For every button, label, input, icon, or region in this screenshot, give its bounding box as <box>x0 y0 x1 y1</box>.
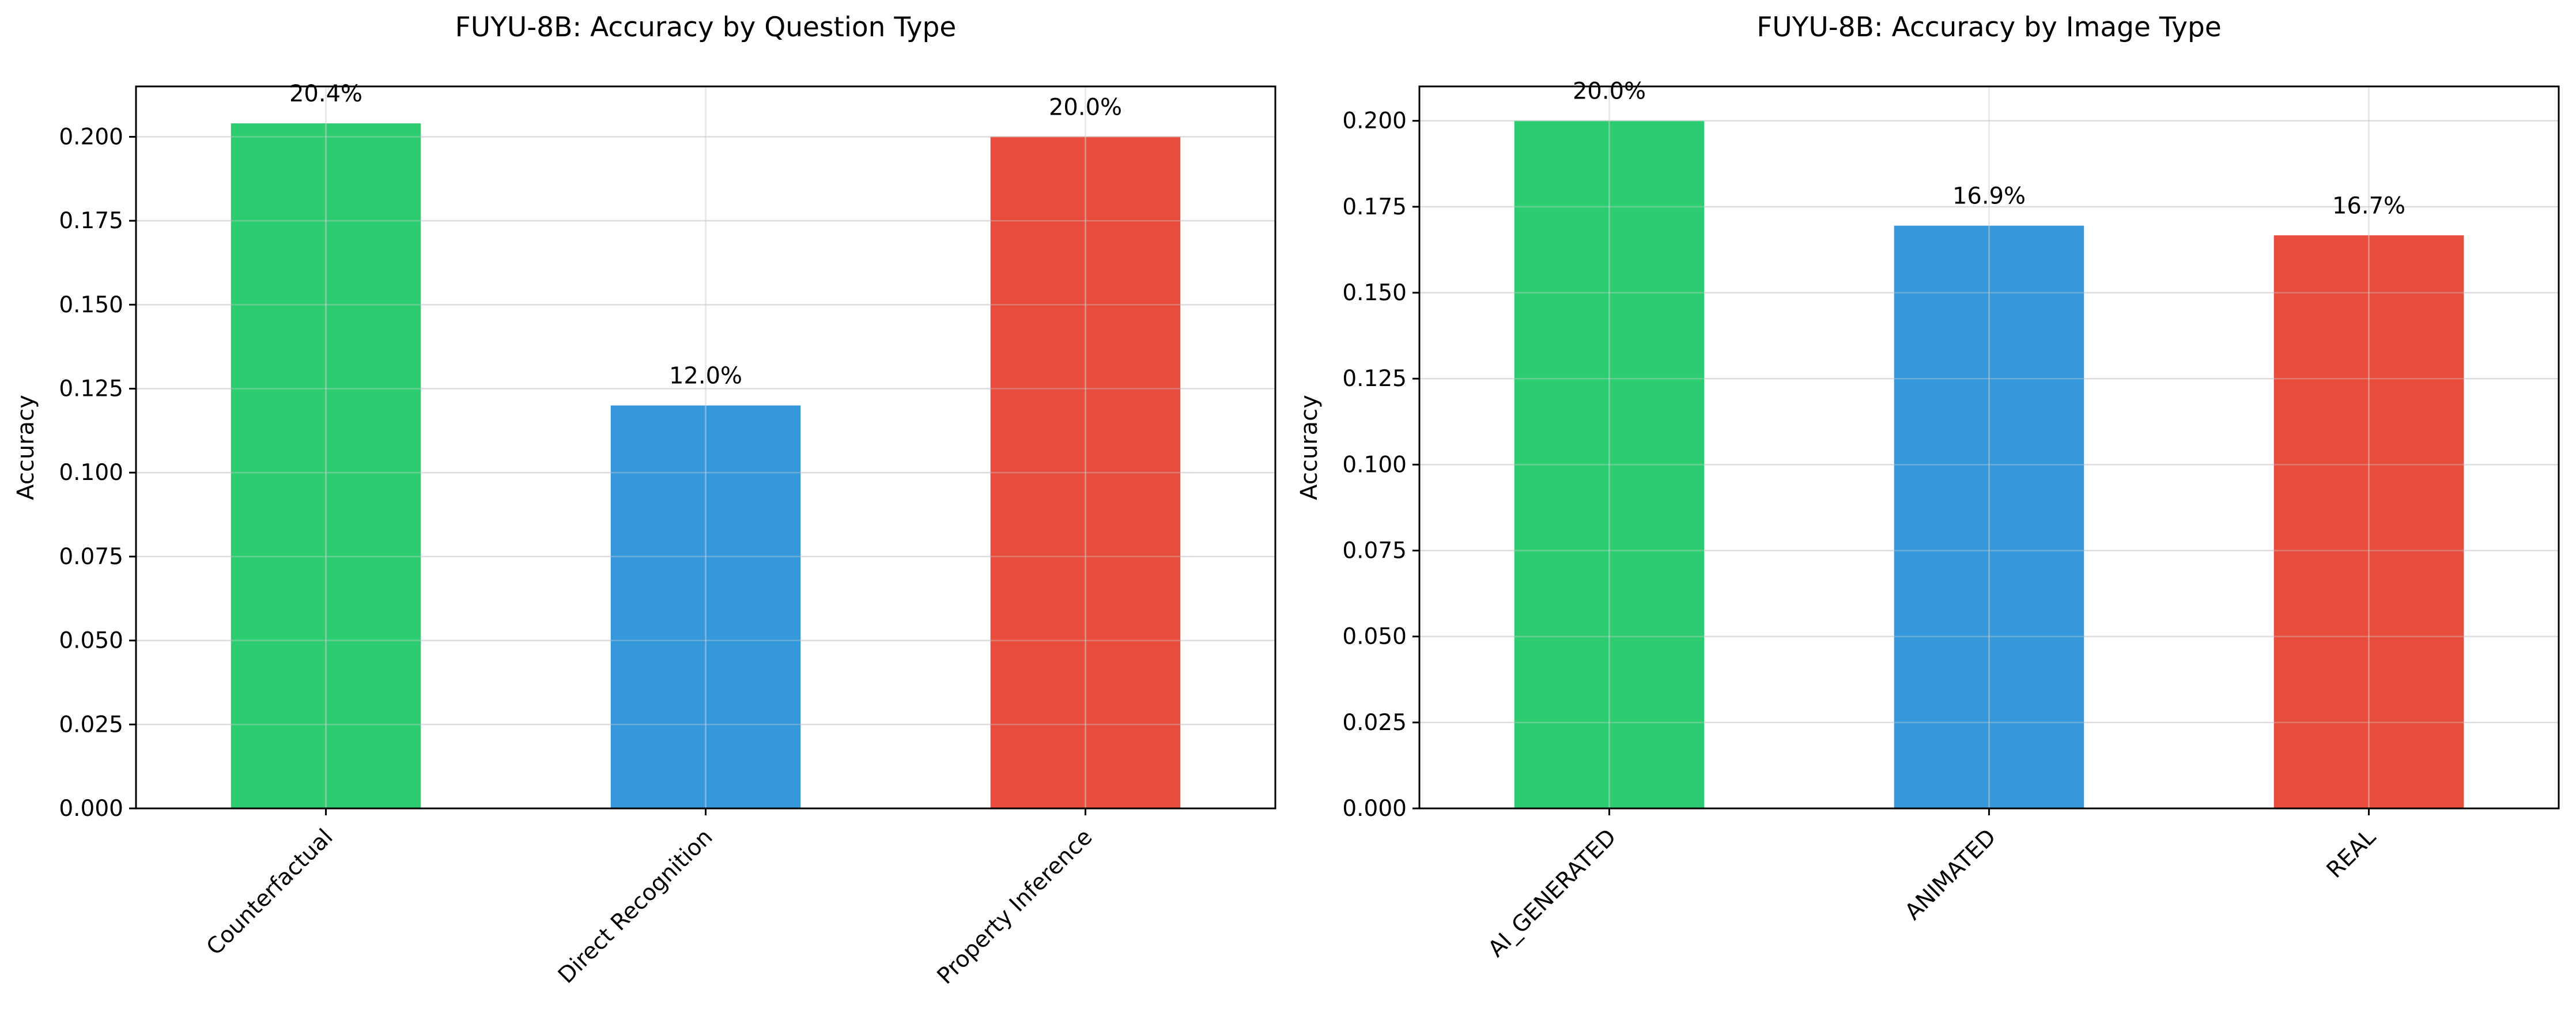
y-tick-label: 0.100 <box>1342 452 1407 478</box>
y-tick-label: 0.075 <box>1342 538 1407 564</box>
chart-image-type: 0.000 0.025 0.050 0.075 0.100 0.125 0.150 0.175… <box>1296 12 2560 962</box>
y-tick-label: 0.175 <box>1342 194 1407 220</box>
x-tick-label: Property Inference <box>932 824 1098 989</box>
y-tick-label: 0.150 <box>59 292 123 318</box>
chart-title: FUYU-8B: Accuracy by Question Type <box>455 12 957 43</box>
x-tick-label: Counterfactual <box>202 824 338 961</box>
y-tick-label: 0.150 <box>1342 280 1407 306</box>
x-tick-label: ANIMATED <box>1900 824 2001 925</box>
data-label: 20.4% <box>289 81 362 107</box>
y-tick-label: 0.100 <box>59 460 123 486</box>
y-tick-label: 0.000 <box>59 796 123 822</box>
x-tick-label: AI_GENERATED <box>1483 824 1622 962</box>
y-tick-label: 0.200 <box>59 124 123 150</box>
y-tick-label: 0.125 <box>1342 366 1407 392</box>
y-tick-label: 0.050 <box>1342 624 1407 650</box>
data-label: 20.0% <box>1573 78 1646 105</box>
chart-question-type: 0.000 0.025 0.050 0.075 0.100 0.125 0.150 0.175… <box>13 12 1276 989</box>
data-label: 16.7% <box>2332 192 2405 219</box>
y-tick-label: 0.025 <box>1342 710 1407 736</box>
y-tick-label: 0.175 <box>59 208 123 234</box>
y-tick-label: 0.025 <box>59 712 123 738</box>
y-axis-label: Accuracy <box>1296 395 1323 500</box>
x-tick-label: Direct Recognition <box>553 824 718 989</box>
data-label: 16.9% <box>1952 183 2026 210</box>
data-label: 20.0% <box>1049 94 1122 120</box>
y-axis-label: Accuracy <box>13 395 39 500</box>
y-tick-label: 0.125 <box>59 376 123 402</box>
y-tick-label: 0.050 <box>59 628 123 654</box>
y-tick-label: 0.200 <box>1342 108 1407 134</box>
chart-title: FUYU-8B: Accuracy by Image Type <box>1757 12 2222 43</box>
data-label: 12.0% <box>669 363 742 390</box>
y-tick-label: 0.000 <box>1342 796 1407 822</box>
y-tick-label: 0.075 <box>59 544 123 570</box>
x-tick-label: REAL <box>2322 824 2381 883</box>
